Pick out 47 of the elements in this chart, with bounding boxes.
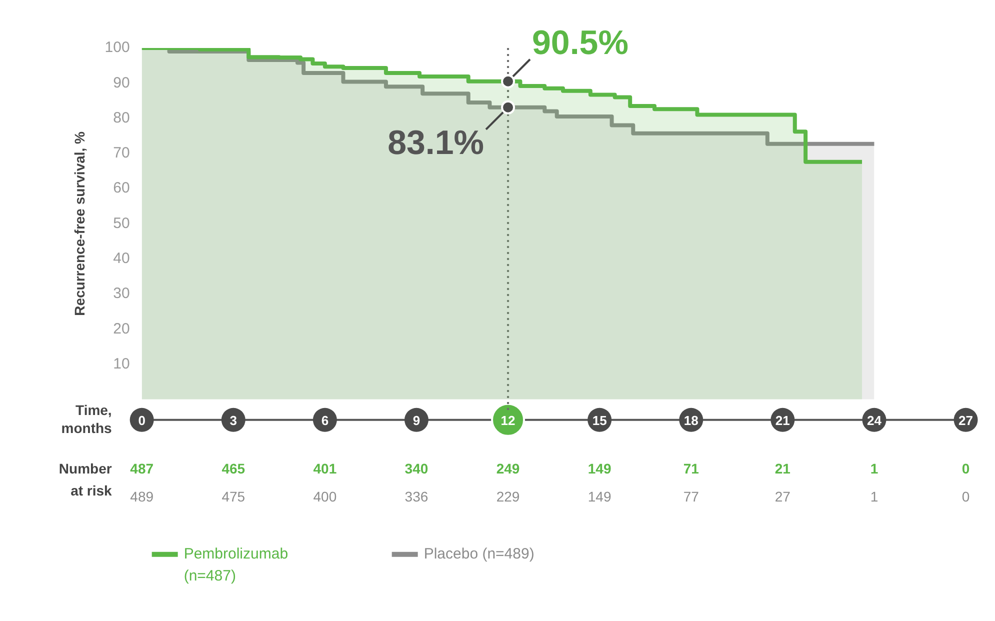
y-tick-label: 70 [113, 144, 130, 162]
annotation: 90.5% [532, 24, 628, 62]
y-tick-label: 100 [104, 39, 130, 56]
x-tick-label: 9 [412, 412, 420, 428]
x-tick-label: 12 [500, 412, 516, 428]
text: 401 [313, 460, 337, 476]
text: 400 [313, 488, 337, 504]
text: 229 [496, 488, 520, 504]
x-tick-label: 27 [958, 412, 974, 428]
text: 1 [870, 488, 878, 504]
x-tick-label: 21 [775, 412, 790, 428]
x-tick-label: 15 [592, 412, 607, 428]
text: 475 [222, 488, 246, 504]
x-axis-title: Time, months [61, 402, 112, 436]
y-tick-label: 50 [113, 214, 130, 232]
text: 0 [962, 460, 970, 476]
text: 1 [870, 460, 878, 476]
y-tick-label: 90 [113, 74, 130, 92]
text: 465 [222, 460, 246, 476]
y-tick-label: 60 [113, 180, 130, 197]
text: 77 [683, 488, 700, 504]
x-tick-label: 0 [138, 412, 146, 428]
text: 21 [774, 460, 791, 476]
annotation: 83.1% [388, 124, 484, 162]
y-tick-label: 80 [113, 109, 130, 126]
x-tick-label: 6 [321, 412, 329, 428]
y-tick-label: 30 [113, 285, 130, 302]
y-tick-label: 20 [113, 320, 130, 338]
legend-label: Pembrolizumab (n=487) [184, 546, 288, 585]
text: 340 [404, 460, 428, 476]
x-tick-label: 24 [866, 412, 882, 428]
y-axis-title: Recurrence-free survival, % [71, 130, 88, 316]
text: 336 [404, 488, 428, 504]
text: 0 [962, 488, 970, 504]
text: 149 [588, 460, 612, 476]
text: 487 [130, 460, 154, 476]
text: 27 [774, 488, 791, 504]
text: 71 [683, 460, 700, 476]
text: 249 [496, 460, 520, 476]
text: Number at risk [58, 460, 112, 498]
text: 149 [588, 488, 612, 504]
legend-label: Placebo (n=489) [424, 546, 534, 563]
text: 489 [130, 488, 154, 504]
y-tick-label: 40 [113, 250, 130, 267]
x-tick-label: 3 [230, 412, 237, 428]
y-tick-label: 10 [113, 355, 130, 372]
x-tick-label: 18 [684, 412, 698, 428]
